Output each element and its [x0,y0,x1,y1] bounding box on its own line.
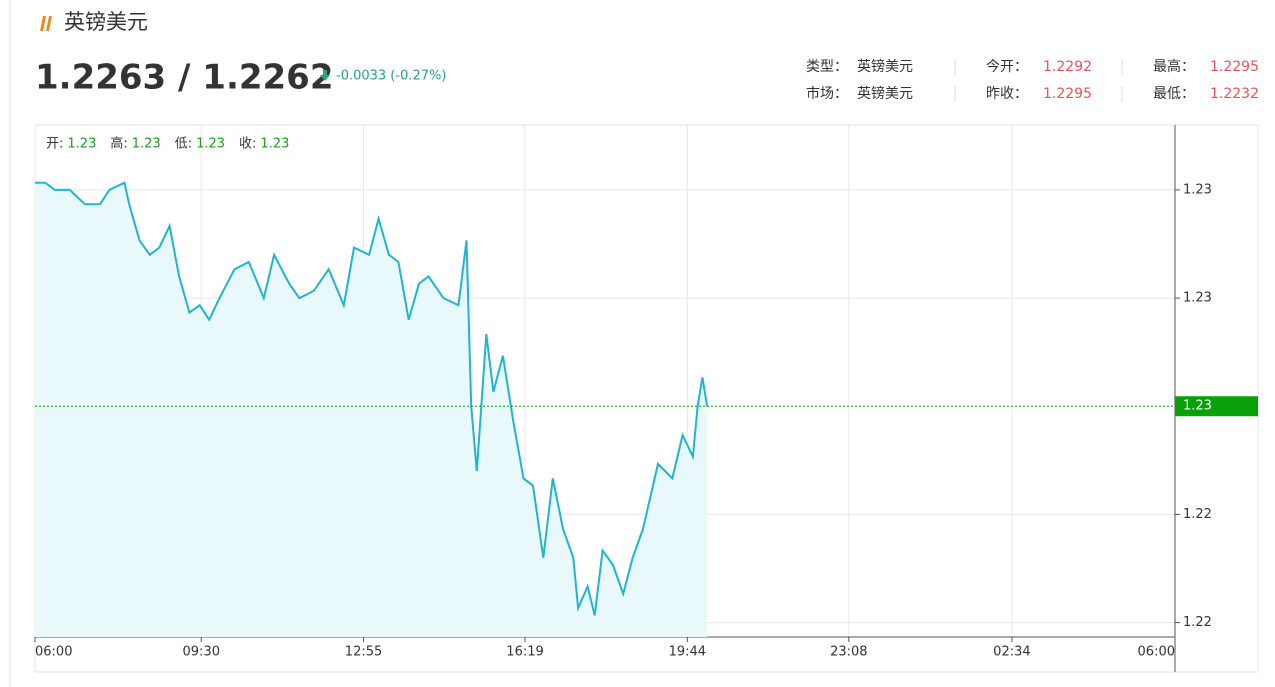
info-value: 1.2295 [1043,86,1092,102]
x-tick-label: 02:34 [993,645,1030,660]
area-fill [35,182,708,637]
current-price-label: 1.23 [1183,399,1212,414]
ohlc-label: 开: [46,137,63,152]
x-tick-label: 16:19 [506,645,543,660]
info-label: 今开： [986,59,1028,75]
x-tick-label: 06:00 [1138,645,1175,660]
current-price-box [1175,396,1258,417]
ohlc-value: 1.23 [196,137,225,152]
ohlc-label: 收: [239,137,256,152]
x-tick-label: 06:00 [35,645,72,660]
y-tick-label: 1.22 [1183,615,1212,630]
title-icon [40,16,52,31]
x-tick-label: 23:08 [830,645,867,660]
info-label: 最低： [1153,86,1195,102]
y-tick-label: 1.22 [1183,507,1212,522]
info-label: 类型： [806,59,848,75]
info-label: 最高： [1153,58,1195,75]
info-value: 英镑美元 [857,58,913,75]
info-label: 市场： [806,85,848,102]
down-arrow [320,70,330,81]
y-tick-label: 1.23 [1183,291,1212,306]
info-label: 昨收： [986,86,1028,102]
chart: 06:00 09:30 12:55 16:19 19:44 23:08 02:34 06:00… [34,125,1258,672]
price-change: -0.0033 (-0.27%) [336,69,446,84]
ohlc-label: 低: [175,137,192,152]
x-tick-label: 19:44 [669,645,706,660]
price: 1.2263 / 1.2262 [35,58,334,98]
ohlc-value: 1.23 [132,137,161,152]
x-tick-label: 12:55 [345,645,382,660]
info-value: 英镑美元 [857,85,913,102]
title: 英镑美元 [64,10,148,34]
ohlc-value: 1.23 [260,137,289,152]
info-value: 1.2232 [1210,86,1259,102]
ohlc-value: 1.23 [67,137,96,152]
x-tick-label: 09:30 [183,645,220,660]
info-value: 1.2292 [1043,59,1092,75]
ohlc-label: 高: [110,136,127,152]
info-value: 1.2295 [1210,59,1259,75]
price-line [35,181,709,616]
y-tick-label: 1.23 [1183,182,1212,197]
